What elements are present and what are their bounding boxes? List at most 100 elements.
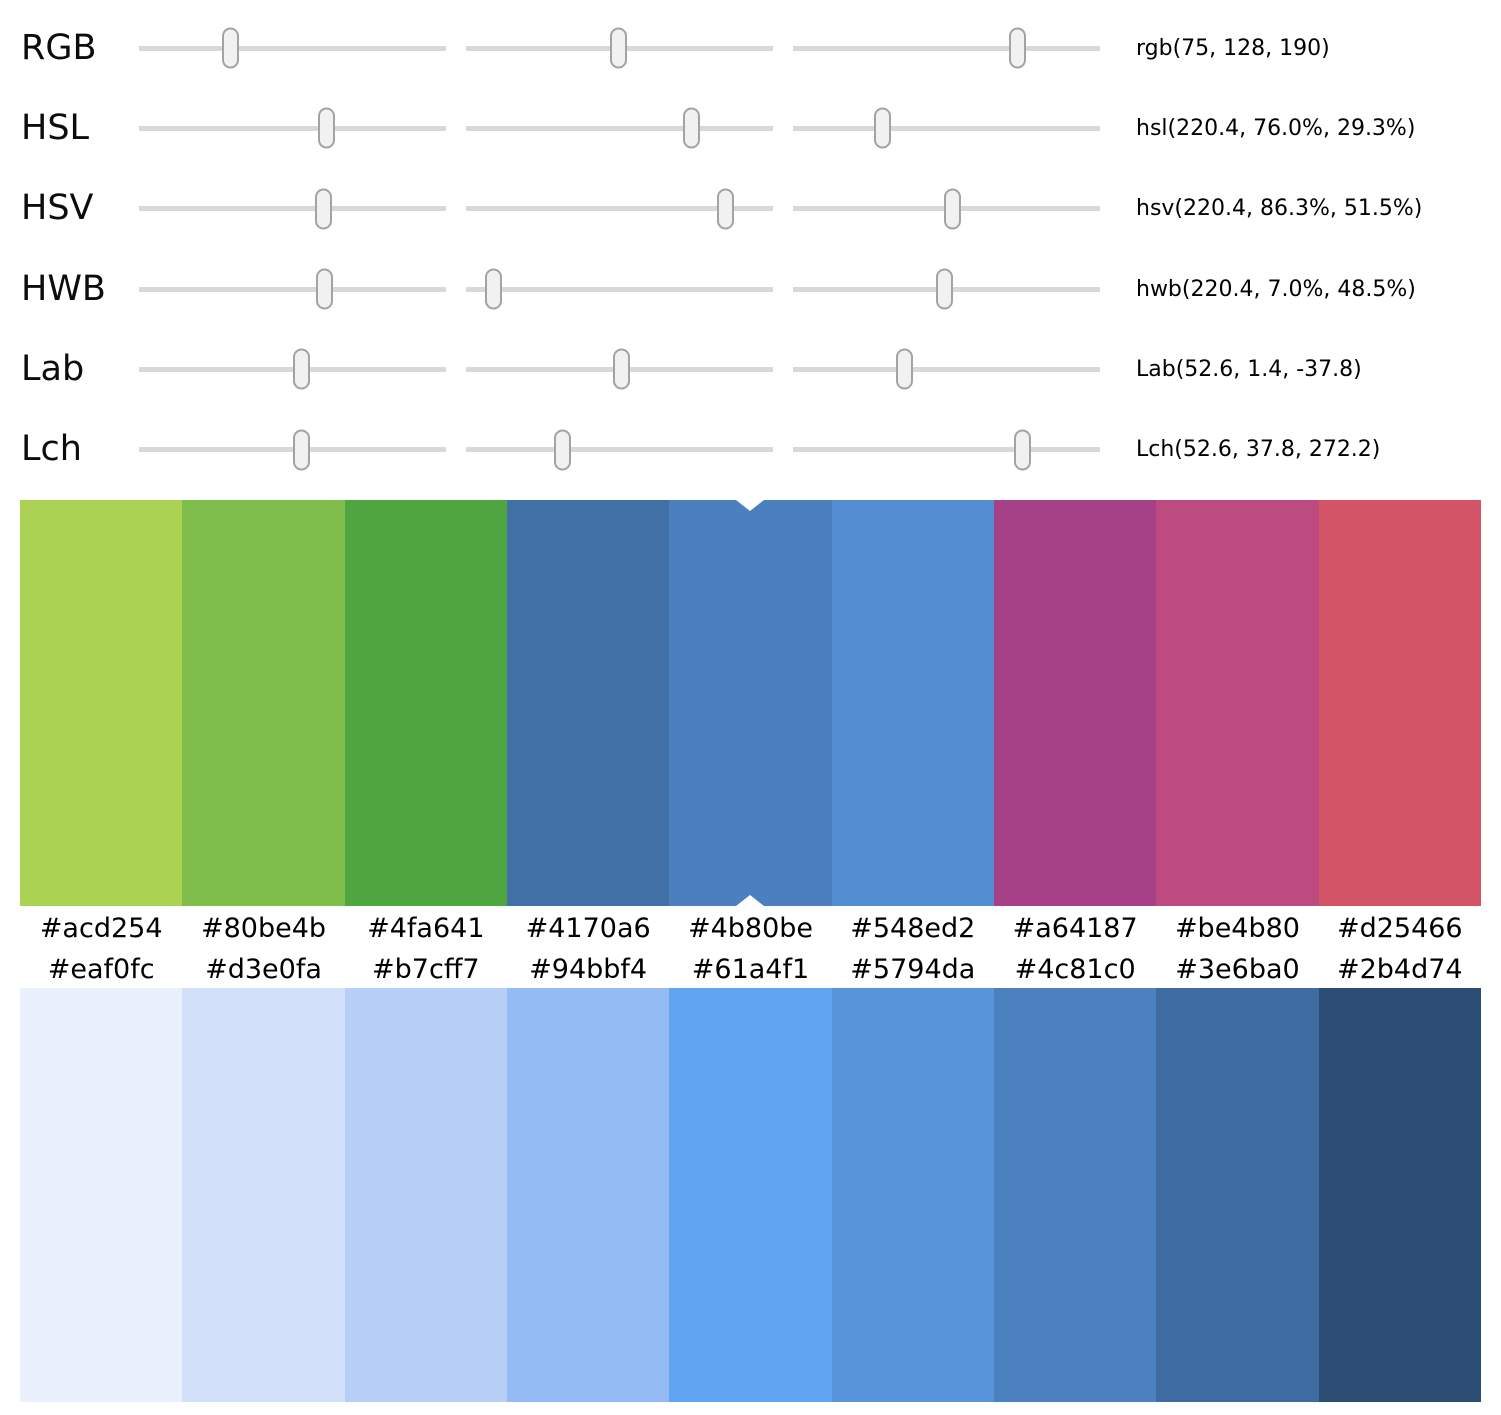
hex-label: #80be4b [200, 913, 327, 945]
palette-swatch[interactable] [506, 499, 670, 906]
slider-thumb[interactable] [683, 107, 701, 149]
slider-thumb[interactable] [292, 348, 310, 390]
palette-swatch[interactable] [20, 499, 183, 906]
slider-track[interactable] [139, 286, 446, 292]
hex-label: #94bbf4 [529, 954, 648, 986]
slider-thumb[interactable] [315, 268, 333, 310]
hex-label: #548ed2 [850, 913, 976, 945]
palette-swatch[interactable] [993, 499, 1157, 906]
tone-swatch[interactable] [344, 987, 507, 1402]
rgb-slider-1[interactable] [139, 8, 446, 88]
colorspace-label-rgb: RGB [21, 27, 97, 68]
slider-thumb[interactable] [1014, 429, 1032, 471]
hsv-slider-3[interactable] [793, 169, 1100, 249]
lch-slider-1[interactable] [139, 410, 446, 490]
tone-swatch[interactable] [20, 987, 183, 1402]
palette-swatch-selected[interactable] [669, 499, 832, 906]
slider-row-hwb: HWB hwb(220.4, 7.0%, 48.5%) [0, 249, 1501, 329]
main-palette-hex-labels: #acd254 #80be4b #4fa641 #4170a6 #4b80be … [20, 906, 1481, 952]
slider-thumb[interactable] [936, 268, 954, 310]
rgb-slider-2[interactable] [466, 8, 773, 88]
hsv-slider-1[interactable] [139, 169, 446, 249]
tone-swatch[interactable] [1156, 987, 1319, 1402]
hsl-slider-2[interactable] [466, 88, 773, 168]
slider-thumb[interactable] [874, 107, 892, 149]
palette-swatch[interactable] [182, 499, 345, 906]
tone-swatch[interactable] [182, 987, 345, 1402]
slider-thumb[interactable] [944, 188, 962, 230]
slider-track[interactable] [466, 206, 773, 212]
hex-label: #4170a6 [525, 913, 651, 945]
rgb-value-readout: rgb(75, 128, 190) [1136, 35, 1330, 61]
slider-track[interactable] [139, 206, 446, 212]
hwb-value-readout: hwb(220.4, 7.0%, 48.5%) [1136, 276, 1416, 302]
lab-slider-2[interactable] [466, 329, 773, 409]
slider-row-hsl: HSL hsl(220.4, 76.0%, 29.3%) [0, 88, 1501, 168]
lch-slider-2[interactable] [466, 410, 773, 490]
slider-track[interactable] [139, 447, 446, 453]
palette-swatch[interactable] [1156, 499, 1319, 906]
slider-track[interactable] [466, 286, 773, 292]
slider-thumb[interactable] [896, 348, 914, 390]
hex-label: #4b80be [687, 913, 813, 945]
hex-label: #3e6ba0 [1175, 954, 1300, 986]
tone-swatch[interactable] [993, 987, 1157, 1402]
slider-track[interactable] [466, 125, 773, 131]
slider-thumb[interactable] [292, 429, 310, 471]
slider-thumb[interactable] [717, 188, 735, 230]
hex-label: #4c81c0 [1014, 954, 1136, 986]
hex-label: #a64187 [1012, 913, 1138, 945]
slider-track[interactable] [793, 125, 1100, 131]
palette-swatch[interactable] [344, 499, 507, 906]
selection-notch-bottom-icon [736, 894, 765, 906]
tone-palette [20, 987, 1481, 1402]
palette-swatch[interactable] [1318, 499, 1481, 906]
slider-row-hsv: HSV hsv(220.4, 86.3%, 51.5%) [0, 169, 1501, 249]
slider-track[interactable] [793, 447, 1100, 453]
slider-thumb[interactable] [610, 27, 628, 69]
tone-swatch[interactable] [831, 987, 994, 1402]
slider-thumb[interactable] [317, 107, 335, 149]
hex-label: #2b4d74 [1336, 954, 1463, 986]
hex-label: #4fa641 [367, 913, 485, 945]
slider-track[interactable] [466, 447, 773, 453]
lab-value-readout: Lab(52.6, 1.4, -37.8) [1136, 356, 1362, 382]
hsl-slider-1[interactable] [139, 88, 446, 168]
tone-swatch[interactable] [506, 987, 670, 1402]
hwb-slider-2[interactable] [466, 249, 773, 329]
hsv-value-readout: hsv(220.4, 86.3%, 51.5%) [1136, 196, 1423, 222]
slider-track[interactable] [793, 366, 1100, 372]
rgb-slider-3[interactable] [793, 8, 1100, 88]
hex-label: #b7cff7 [372, 954, 480, 986]
hsl-value-readout: hsl(220.4, 76.0%, 29.3%) [1136, 115, 1416, 141]
slider-thumb[interactable] [484, 268, 502, 310]
hwb-slider-3[interactable] [793, 249, 1100, 329]
slider-thumb[interactable] [612, 348, 630, 390]
hex-label: #d3e0fa [205, 954, 322, 986]
hex-label: #acd254 [39, 913, 163, 945]
hsv-slider-2[interactable] [466, 169, 773, 249]
slider-track[interactable] [793, 45, 1100, 51]
slider-thumb[interactable] [315, 188, 333, 230]
slider-track[interactable] [139, 125, 446, 131]
slider-track[interactable] [139, 45, 446, 51]
lch-slider-3[interactable] [793, 410, 1100, 490]
slider-thumb[interactable] [221, 27, 239, 69]
lch-value-readout: Lch(52.6, 37.8, 272.2) [1136, 437, 1381, 463]
tone-swatch[interactable] [669, 987, 832, 1402]
slider-thumb[interactable] [554, 429, 572, 471]
hsl-slider-3[interactable] [793, 88, 1100, 168]
hex-label: #d25466 [1336, 913, 1463, 945]
lab-slider-1[interactable] [139, 329, 446, 409]
slider-row-lch: Lch Lch(52.6, 37.8, 272.2) [0, 409, 1501, 489]
hwb-slider-1[interactable] [139, 249, 446, 329]
hex-label: #5794da [850, 954, 976, 986]
palette-swatch[interactable] [831, 499, 994, 906]
slider-track[interactable] [139, 366, 446, 372]
selection-notch-top-icon [736, 499, 765, 511]
tone-swatch[interactable] [1318, 987, 1481, 1402]
lab-slider-3[interactable] [793, 329, 1100, 409]
hex-label: #61a4f1 [691, 954, 810, 986]
slider-thumb[interactable] [1008, 27, 1026, 69]
